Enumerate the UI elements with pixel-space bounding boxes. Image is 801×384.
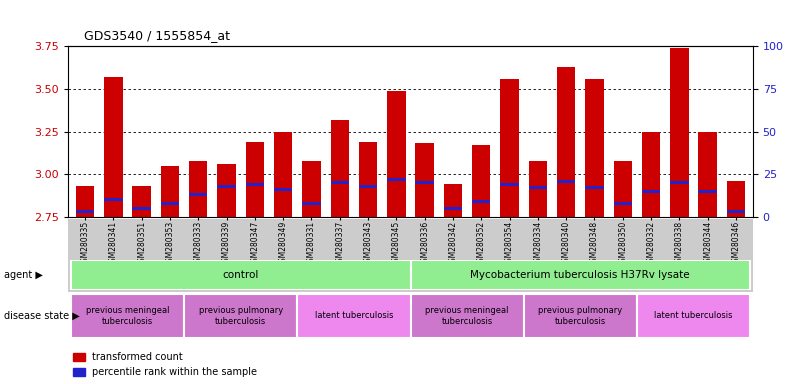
Bar bbox=[246, 183, 264, 186]
Bar bbox=[670, 181, 689, 184]
Bar bbox=[557, 66, 575, 217]
Bar bbox=[274, 188, 292, 191]
Bar bbox=[71, 294, 184, 338]
Bar bbox=[331, 181, 349, 184]
Bar bbox=[472, 200, 490, 203]
Bar bbox=[501, 183, 519, 186]
Bar bbox=[359, 142, 377, 217]
Bar bbox=[586, 186, 604, 189]
Bar bbox=[698, 131, 717, 217]
Bar bbox=[71, 260, 410, 290]
Bar bbox=[586, 79, 604, 217]
Bar bbox=[161, 202, 179, 205]
Bar bbox=[416, 144, 434, 217]
Text: Mycobacterium tuberculosis H37Rv lysate: Mycobacterium tuberculosis H37Rv lysate bbox=[470, 270, 690, 280]
Bar bbox=[132, 207, 151, 210]
Bar bbox=[217, 164, 235, 217]
Bar bbox=[331, 119, 349, 217]
Bar bbox=[472, 145, 490, 217]
Bar bbox=[529, 186, 547, 189]
Bar bbox=[387, 91, 405, 217]
Bar bbox=[246, 142, 264, 217]
Bar bbox=[132, 186, 151, 217]
Bar bbox=[76, 186, 95, 217]
Text: previous pulmonary
tuberculosis: previous pulmonary tuberculosis bbox=[199, 306, 283, 326]
Text: previous meningeal
tuberculosis: previous meningeal tuberculosis bbox=[425, 306, 509, 326]
Bar bbox=[698, 190, 717, 193]
Bar bbox=[189, 161, 207, 217]
Text: GDS3540 / 1555854_at: GDS3540 / 1555854_at bbox=[84, 29, 230, 42]
Legend: transformed count, percentile rank within the sample: transformed count, percentile rank withi… bbox=[73, 353, 257, 377]
Text: latent tuberculosis: latent tuberculosis bbox=[315, 311, 393, 320]
Bar bbox=[614, 202, 632, 205]
Bar bbox=[387, 178, 405, 181]
Text: control: control bbox=[223, 270, 259, 280]
Bar bbox=[642, 190, 660, 193]
Bar bbox=[302, 202, 320, 205]
Bar bbox=[104, 198, 123, 202]
Bar bbox=[501, 79, 519, 217]
Bar bbox=[161, 166, 179, 217]
Text: previous meningeal
tuberculosis: previous meningeal tuberculosis bbox=[86, 306, 169, 326]
Bar bbox=[297, 294, 410, 338]
Bar bbox=[444, 207, 462, 210]
Bar bbox=[637, 294, 750, 338]
Bar bbox=[359, 185, 377, 188]
Bar bbox=[444, 184, 462, 217]
Bar bbox=[614, 161, 632, 217]
Text: agent ▶: agent ▶ bbox=[4, 270, 43, 280]
Bar bbox=[727, 181, 745, 217]
Bar bbox=[410, 294, 524, 338]
Bar bbox=[410, 260, 750, 290]
Bar bbox=[529, 161, 547, 217]
Bar bbox=[302, 161, 320, 217]
Bar bbox=[416, 181, 434, 184]
Text: disease state ▶: disease state ▶ bbox=[4, 311, 80, 321]
Bar bbox=[670, 48, 689, 217]
Bar bbox=[217, 185, 235, 188]
Bar bbox=[184, 294, 297, 338]
Bar bbox=[189, 193, 207, 196]
Text: previous pulmonary
tuberculosis: previous pulmonary tuberculosis bbox=[538, 306, 622, 326]
Bar bbox=[524, 294, 637, 338]
Text: latent tuberculosis: latent tuberculosis bbox=[654, 311, 733, 320]
Bar bbox=[274, 131, 292, 217]
Bar bbox=[104, 77, 123, 217]
Bar bbox=[557, 180, 575, 183]
Bar bbox=[642, 131, 660, 217]
Bar bbox=[76, 210, 95, 214]
Bar bbox=[727, 210, 745, 214]
